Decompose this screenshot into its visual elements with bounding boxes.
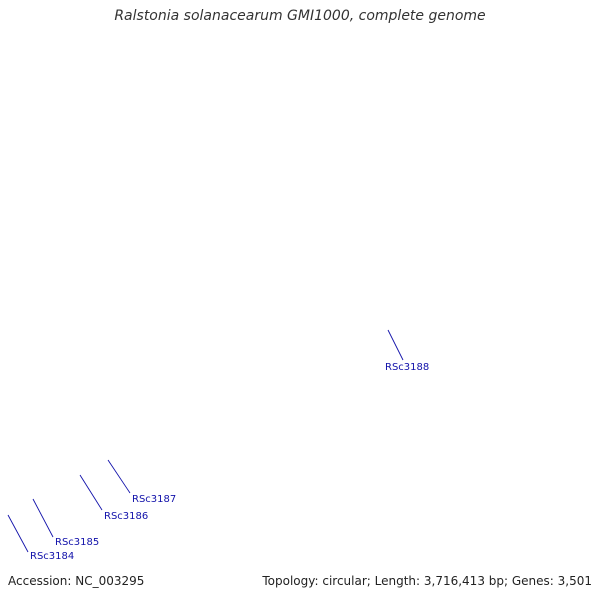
label-leader-line: [387, 329, 404, 361]
label-leader-line: [107, 459, 131, 494]
feature-label-RSc3185[interactable]: RSc3185: [55, 537, 99, 548]
feature-label-layer: RSc3184 RSc3185 RSc3186 RSc3187 RSc3188: [7, 329, 429, 562]
genome-summary-text: Topology: circular; Length: 3,716,413 bp…: [262, 574, 592, 588]
label-leader-line: [32, 498, 54, 538]
accession-text: Accession: NC_003295: [8, 574, 145, 588]
label-leader-line: [7, 514, 29, 553]
map-title: Ralstonia solanacearum GMI1000, complete…: [114, 8, 486, 24]
feature-label-RSc3186[interactable]: RSc3186: [104, 511, 148, 522]
feature-label-RSc3184[interactable]: RSc3184: [30, 551, 74, 562]
feature-label-RSc3188[interactable]: RSc3188: [385, 362, 429, 373]
feature-label-RSc3187[interactable]: RSc3187: [132, 494, 176, 505]
label-leader-line: [79, 474, 103, 511]
